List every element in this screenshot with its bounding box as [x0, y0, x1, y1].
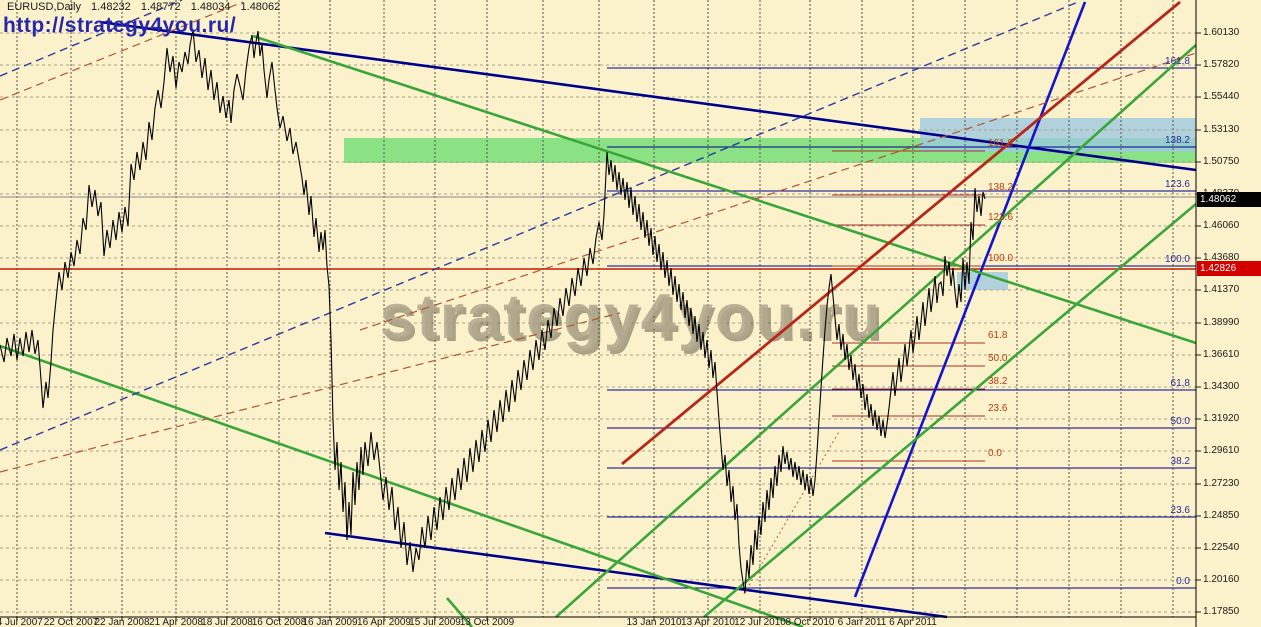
open-value: 1.48232	[91, 1, 131, 13]
green-ascending-steep	[555, 44, 1197, 618]
current-price-badge: 1.48062	[1197, 192, 1261, 207]
dashed-navy-long	[0, 1, 1079, 451]
dashed-red-lowerleft	[0, 312, 621, 473]
low-value: 1.48034	[190, 1, 231, 13]
resistance-zone-blue	[920, 118, 1196, 152]
chart-overlay	[0, 0, 1201, 627]
symbol-period-label: EURUSD,Daily	[7, 1, 81, 13]
chart-underlay	[0, 0, 1196, 617]
dashed-red-topleft	[0, 1, 244, 101]
descending-channel-lower-navy	[324, 531, 948, 619]
close-value: 1.48062	[240, 1, 281, 13]
red-ascending-major	[621, 0, 1181, 466]
steep-ascending-blue	[853, 1, 1087, 598]
chart-title-ohlc: EURUSD,Daily 1.48232 1.48772 1.48034 1.4…	[7, 1, 287, 13]
high-value: 1.48772	[140, 1, 181, 13]
red-line-price-badge: 1.42826	[1197, 261, 1261, 276]
green-ascending-shallow	[703, 203, 1197, 618]
green-descending-lower	[0, 344, 804, 627]
dotted-rally-line	[743, 429, 841, 595]
url-overlay-text: http://strategy4you.ru/	[3, 14, 237, 37]
dashed-navy-topleft	[0, 0, 183, 77]
green-descending-major	[252, 34, 1197, 345]
dashed-red-long	[359, 52, 1197, 331]
green-segment-bottom	[446, 597, 473, 627]
watermark-shadow: strategy4you.ru	[383, 285, 886, 355]
price-line	[0, 29, 986, 594]
watermark: strategy4you.ru	[380, 282, 883, 352]
